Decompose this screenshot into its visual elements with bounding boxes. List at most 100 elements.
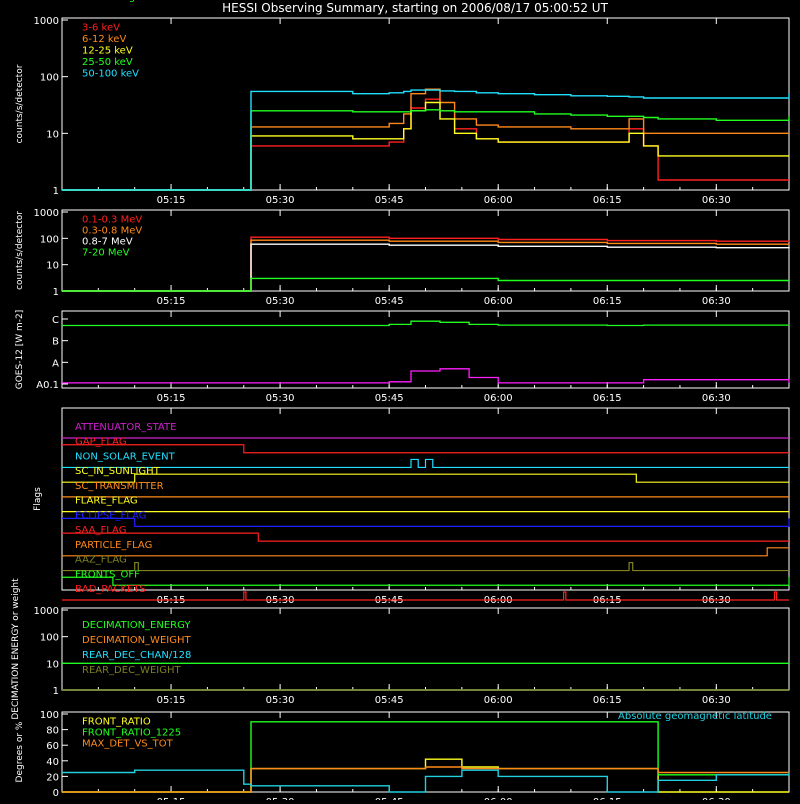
decimation-ytick-label: 100 — [40, 633, 59, 644]
goes-legend-entry: GOES short — [82, 0, 139, 3]
flag-label: FLARE_FLAG — [75, 496, 138, 507]
rates-legend-entry: 25-50 keV — [82, 57, 133, 68]
rates-ytick-label: 10 — [46, 129, 59, 140]
decimation-xtick-label: 06:30 — [702, 695, 731, 706]
ratios-ytick-label: 100 — [40, 710, 59, 721]
decimation-legend-entry: REAR_DEC_CHAN/128 — [82, 650, 191, 661]
rates-xtick-label: 06:00 — [484, 195, 513, 206]
high-energy-series-line — [62, 277, 789, 292]
flags-ylabel: Flags — [33, 487, 43, 511]
high-energy-legend-entry: 7-20 MeV — [82, 247, 130, 258]
ratios-legend-entry: FRONT_RATIO_1225 — [82, 727, 181, 738]
rates-xtick-label: 05:30 — [266, 195, 295, 206]
decimation-legend-entry: DECIMATION_ENERGY — [82, 620, 191, 631]
goes-ytick-label: A0.1 — [36, 380, 59, 391]
goes-xtick-label: 06:15 — [593, 393, 622, 404]
high-energy-ytick-label: 1000 — [34, 208, 59, 219]
high-energy-legend-entry: 0.1-0.3 MeV — [82, 214, 142, 225]
ratios-series-line — [62, 766, 789, 793]
rates-series-line — [62, 101, 789, 191]
decimation-ytick-label: 1000 — [34, 606, 59, 617]
ratios-legend-entry: Absolute geomagnetic latitude — [618, 711, 772, 722]
decimation-ylabel: DECIMATION ENERGY or weight — [11, 578, 21, 720]
flag-trace — [62, 444, 789, 454]
decimation-xtick-label: 05:15 — [157, 695, 186, 706]
flag-label: ECLIPSE_FLAG — [75, 510, 146, 521]
goes-series-line — [62, 320, 790, 327]
flag-trace — [62, 576, 790, 586]
high-energy-xtick-label: 06:15 — [593, 296, 622, 307]
rates-xtick-label: 06:30 — [702, 195, 731, 206]
decimation-ytick-label: 10 — [46, 659, 59, 670]
rates-ytick-label: 100 — [40, 73, 59, 84]
rates-legend-entry: 50-100 keV — [82, 69, 139, 80]
high-energy-legend-entry: 0.8-7 MeV — [82, 236, 133, 247]
flag-label: SAA_FLAG — [75, 525, 126, 536]
flag-trace — [62, 591, 789, 601]
high-energy-xtick-label: 06:30 — [702, 296, 731, 307]
flag-label: FRONTS_OFF — [75, 569, 140, 580]
ratios-ytick-label: 20 — [46, 772, 59, 783]
flag-trace — [62, 547, 789, 557]
goes-xtick-label: 06:00 — [484, 393, 513, 404]
flag-trace — [62, 532, 789, 542]
decimation-ytick-label: 1 — [53, 686, 59, 697]
high-energy-xtick-label: 05:30 — [266, 296, 295, 307]
goes-ytick-label: A — [52, 358, 59, 369]
decimation-legend-entry: DECIMATION_WEIGHT — [82, 635, 191, 646]
goes-ylabel: GOES-12 [W m-2] — [15, 310, 25, 390]
rates-xtick-label: 06:15 — [593, 195, 622, 206]
rates-xtick-label: 05:15 — [157, 195, 186, 206]
goes-series-line — [62, 368, 790, 384]
ratios-ytick-label: 40 — [46, 757, 59, 768]
flag-trace — [62, 517, 790, 527]
goes-ytick-label: C — [52, 315, 59, 326]
goes-ytick-label: B — [52, 337, 59, 348]
ratios-ytick-label: 0 — [53, 788, 59, 799]
flag-trace — [62, 473, 789, 483]
flag-trace — [62, 458, 789, 469]
ratios-ytick-label: 60 — [46, 741, 59, 752]
high-energy-xtick-label: 06:00 — [484, 296, 513, 307]
high-energy-ytick-label: 10 — [46, 261, 59, 272]
ratios-ytick-label: 80 — [46, 726, 59, 737]
flag-label: GAP_FLAG — [75, 437, 127, 448]
flag-label: AAZ_FLAG — [75, 555, 127, 566]
flag-trace — [62, 561, 789, 572]
rates-series-line — [62, 89, 790, 191]
flag-label: SC_IN_SUNLIGHT — [75, 466, 161, 477]
ratios-series-line — [62, 769, 790, 793]
flag-label: PARTICLE_FLAG — [75, 540, 152, 551]
flag-label: NON_SOLAR_EVENT — [75, 451, 176, 462]
ratios-ylabel: Degrees or % — [15, 721, 25, 782]
goes-xtick-label: 05:45 — [375, 393, 404, 404]
decimation-xtick-label: 05:30 — [266, 695, 295, 706]
rates-xtick-label: 05:45 — [375, 195, 404, 206]
goes-legend-entry: GOES long — [82, 0, 135, 3]
high-energy-ytick-label: 1 — [53, 287, 59, 298]
high-energy-xtick-label: 05:15 — [157, 296, 186, 307]
rates-legend-entry: 3-6 keV — [82, 23, 120, 34]
goes-xtick-label: 05:30 — [266, 393, 295, 404]
flag-label: SC_TRANSMITTER — [75, 481, 164, 492]
goes-xtick-label: 05:15 — [157, 393, 186, 404]
high-energy-ytick-label: 100 — [40, 234, 59, 245]
rates-ylabel: counts/s/detector — [15, 64, 25, 143]
goes-xtick-label: 06:30 — [702, 393, 731, 404]
figure-title: HESSI Observing Summary, starting on 200… — [222, 1, 608, 15]
decimation-xtick-label: 06:15 — [593, 695, 622, 706]
decimation-xtick-label: 06:00 — [484, 695, 513, 706]
high-energy-xtick-label: 05:45 — [375, 296, 404, 307]
ratios-legend-entry: MAX_DET_VS_TOT — [82, 738, 174, 749]
rates-ytick-label: 1 — [53, 186, 59, 197]
rates-ytick-label: 1000 — [34, 16, 59, 27]
high-energy-ylabel: counts/s/detector — [15, 211, 25, 290]
rates-legend-entry: 12-25 keV — [82, 46, 133, 57]
flag-label: BAD_PACKETS — [75, 584, 146, 595]
decimation-xtick-label: 05:45 — [375, 695, 404, 706]
rates-legend-entry: 6-12 keV — [82, 34, 126, 45]
high-energy-legend-entry: 0.3-0.8 MeV — [82, 225, 142, 236]
rates-series-line — [62, 109, 790, 191]
